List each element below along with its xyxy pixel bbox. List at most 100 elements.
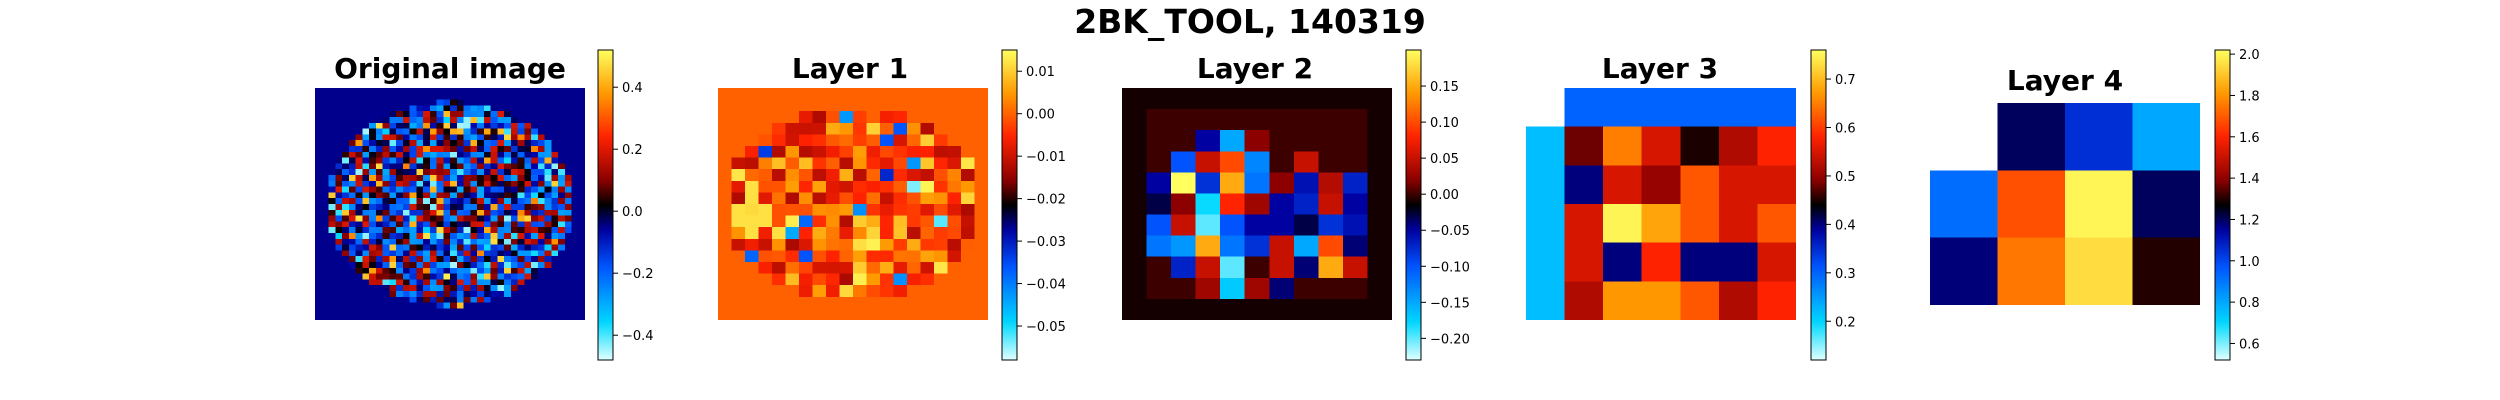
heatmap-cell: [531, 186, 539, 193]
heatmap-cell: [429, 227, 438, 234]
heatmap-cell: [1526, 242, 1566, 282]
heatmap-cell: [335, 117, 343, 124]
heatmap-cell: [382, 128, 390, 135]
heatmap-cell: [389, 221, 397, 228]
heatmap-cell: [328, 209, 336, 217]
heatmap-cell: [564, 279, 573, 286]
heatmap-cell: [544, 122, 552, 130]
heatmap-cell: [544, 163, 552, 170]
panel-title: Original image: [334, 52, 566, 85]
heatmap-cell: [571, 180, 579, 188]
heatmap-cell: [477, 291, 485, 298]
heatmap-cell: [362, 279, 370, 286]
heatmap-cell: [524, 134, 532, 141]
heatmap-cell: [826, 273, 841, 286]
heatmap-cell: [1146, 151, 1172, 173]
heatmap-cell: [355, 151, 363, 159]
heatmap-cell: [348, 169, 357, 176]
heatmap-cell: [504, 93, 512, 101]
heatmap-cell: [429, 105, 438, 112]
heatmap-cell: [382, 250, 390, 257]
heatmap-cell: [524, 192, 532, 199]
heatmap-cell: [1367, 130, 1392, 152]
heatmap-cell: [772, 296, 787, 309]
heatmap-cell: [463, 111, 471, 118]
heatmap-cell: [531, 209, 539, 217]
colorbar-tick-label: 0.01: [1026, 65, 1055, 80]
heatmap-cell: [423, 273, 431, 280]
heatmap-cell: [490, 296, 498, 304]
heatmap-cell: [558, 227, 566, 234]
heatmap-cell: [1293, 277, 1319, 300]
heatmap-cell: [947, 111, 962, 124]
heatmap-cell: [1318, 277, 1344, 300]
heatmap-cell: [1122, 172, 1148, 195]
heatmap-cell: [839, 169, 854, 182]
heatmap-cell: [375, 244, 384, 251]
heatmap-cell: [853, 215, 868, 228]
heatmap-cell: [1195, 88, 1221, 110]
heatmap-cell: [564, 163, 573, 170]
heatmap-cell: [839, 273, 854, 286]
heatmap-cell: [355, 302, 363, 309]
heatmap-cell: [443, 128, 451, 135]
heatmap-cell: [456, 186, 465, 193]
heatmap-cell: [409, 192, 417, 199]
heatmap-cell: [483, 128, 492, 135]
heatmap-cell: [578, 227, 585, 234]
heatmap-cell: [423, 227, 431, 234]
heatmap-cell: [416, 169, 424, 176]
heatmap-cell: [450, 250, 458, 257]
heatmap-cell: [497, 250, 505, 257]
heatmap-cell: [920, 169, 935, 182]
heatmap-cell: [853, 250, 868, 263]
heatmap-cell: [758, 215, 773, 228]
heatmap-cell: [362, 163, 370, 170]
heatmap-cell: [396, 105, 404, 112]
heatmap-cell: [785, 308, 800, 320]
heatmap-cell: [839, 296, 854, 309]
heatmap-cell: [355, 296, 363, 304]
heatmap-cell: [416, 285, 424, 292]
heatmap-cell: [758, 180, 773, 193]
heatmap-cell: [544, 180, 552, 188]
heatmap-cell: [544, 105, 552, 112]
heatmap-cell: [456, 279, 465, 286]
heatmap-cell: [470, 296, 478, 304]
heatmap-cell: [510, 169, 519, 176]
heatmap-cell: [947, 296, 962, 309]
heatmap-cell: [558, 273, 566, 280]
heatmap-cell: [504, 186, 512, 193]
heatmap-cell: [456, 157, 465, 164]
heatmap-cell: [947, 157, 962, 170]
heatmap-cell: [375, 209, 384, 217]
heatmap-cell: [409, 291, 417, 298]
heatmap-cell: [348, 105, 357, 112]
heatmap-cell: [490, 175, 498, 182]
heatmap-cell: [342, 140, 350, 147]
heatmap-cell: [389, 163, 397, 170]
heatmap-cell: [974, 122, 988, 135]
heatmap-cell: [396, 111, 404, 118]
heatmap-cell: [1220, 277, 1246, 300]
heatmap-cell: [355, 273, 363, 280]
heatmap-cell: [1171, 88, 1197, 110]
heatmap-cell: [799, 99, 814, 112]
heatmap-cell: [497, 140, 505, 147]
heatmap-cell: [490, 308, 498, 315]
heatmap-cell: [396, 221, 404, 228]
heatmap-cell: [1195, 193, 1221, 216]
heatmap-cell: [517, 314, 525, 320]
heatmap-cell: [812, 296, 827, 309]
heatmap-cell: [409, 296, 417, 304]
heatmap-cell: [544, 291, 552, 298]
heatmap-cell: [2132, 170, 2200, 239]
heatmap-cell: [375, 180, 384, 188]
heatmap-cell: [504, 233, 512, 240]
heatmap-cell: [456, 244, 465, 251]
heatmap-cell: [1220, 130, 1246, 152]
heatmap-cell: [497, 105, 505, 112]
heatmap-cell: [477, 192, 485, 199]
heatmap-cell: [758, 285, 773, 298]
heatmap-cell: [551, 209, 559, 217]
